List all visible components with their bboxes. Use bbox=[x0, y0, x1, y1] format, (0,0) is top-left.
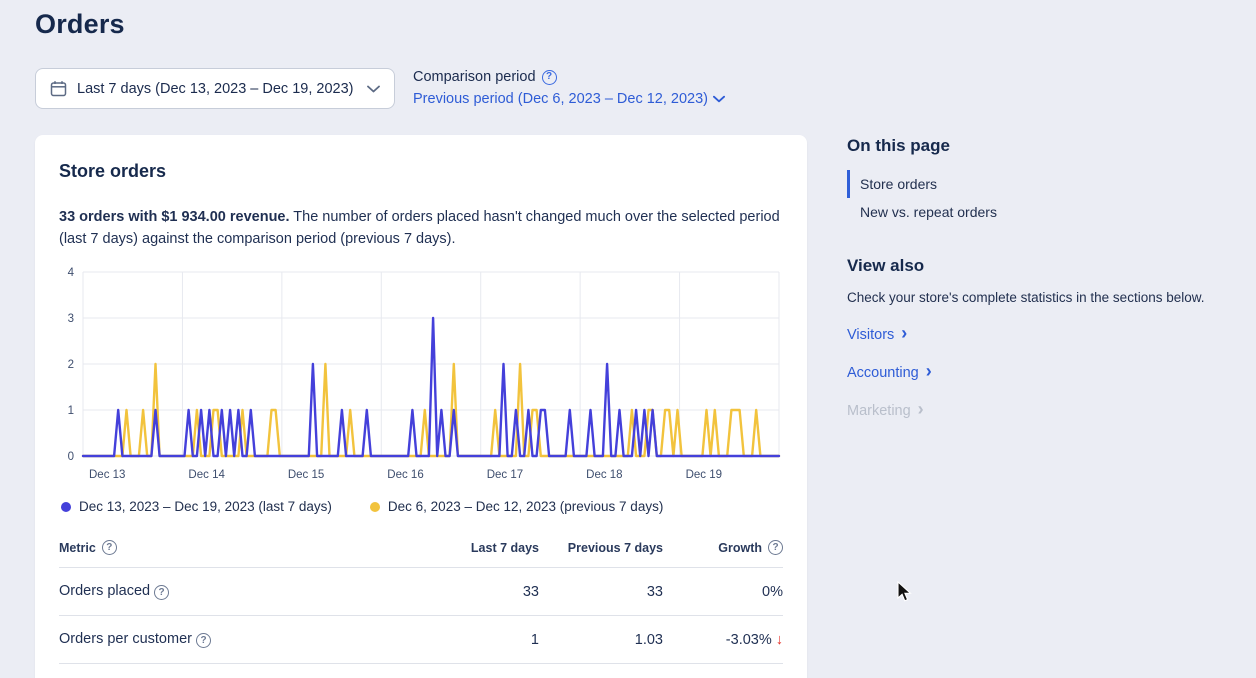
svg-text:Dec 14: Dec 14 bbox=[188, 469, 225, 481]
legend-item-previous: Dec 6, 2023 – Dec 12, 2023 (previous 7 d… bbox=[369, 499, 664, 514]
toc-item-store-orders[interactable]: Store orders bbox=[847, 170, 1227, 198]
growth-down-icon bbox=[776, 632, 783, 648]
svg-text:0: 0 bbox=[68, 451, 74, 463]
table-row-orders-per-customer: Orders per customer 1 1.03 -3.03% bbox=[59, 616, 783, 664]
comparison-help-icon[interactable] bbox=[541, 69, 557, 85]
metrics-table-header: Metric Last 7 days Previous 7 days Growt… bbox=[59, 540, 783, 568]
summary-highlight: 33 orders with $1 934.00 revenue. bbox=[59, 209, 290, 225]
table-row-orders-placed: Orders placed 33 33 0% bbox=[59, 568, 783, 616]
mouse-cursor-icon bbox=[897, 580, 913, 608]
svg-text:4: 4 bbox=[68, 267, 75, 279]
svg-text:Dec 15: Dec 15 bbox=[288, 469, 324, 481]
svg-text:Dec 16: Dec 16 bbox=[387, 469, 423, 481]
comparison-period-value: Previous period (Dec 6, 2023 – Dec 12, 2… bbox=[413, 91, 709, 107]
svg-text:Dec 18: Dec 18 bbox=[586, 469, 622, 481]
metric-label: Orders per customer bbox=[59, 630, 192, 647]
view-also-title: View also bbox=[847, 256, 925, 275]
orders-chart[interactable]: 0 1 2 3 4 Dec 13 Dec 14 Dec 15 Dec 16 Dec 17 Dec 1… bbox=[59, 264, 783, 491]
svg-text:2: 2 bbox=[68, 359, 74, 371]
header-metric: Metric bbox=[59, 540, 96, 555]
svg-text:1: 1 bbox=[68, 405, 74, 417]
store-orders-card: Store orders 33 orders with $1 934.00 re… bbox=[35, 135, 807, 678]
store-orders-title: Store orders bbox=[59, 161, 167, 181]
comparison-period-select[interactable]: Previous period (Dec 6, 2023 – Dec 12, 2… bbox=[413, 91, 726, 107]
accounting-link[interactable]: Accounting bbox=[847, 363, 1227, 382]
orders-per-customer-prev7: 1.03 bbox=[634, 631, 663, 648]
orders-placed-last7: 33 bbox=[522, 583, 539, 600]
metrics-table: Metric Last 7 days Previous 7 days Growt… bbox=[59, 540, 783, 664]
growth-help-icon[interactable] bbox=[768, 540, 783, 555]
date-range-label: Last 7 days (Dec 13, 2023 – Dec 19, 2023… bbox=[77, 80, 354, 97]
svg-text:Dec 19: Dec 19 bbox=[686, 469, 722, 481]
date-range-picker[interactable]: Last 7 days (Dec 13, 2023 – Dec 19, 2023… bbox=[35, 68, 395, 109]
chevron-down-icon bbox=[367, 85, 380, 93]
on-this-page-title: On this page bbox=[847, 136, 950, 155]
orders-placed-prev7: 33 bbox=[646, 583, 663, 600]
orders-per-customer-growth: -3.03% bbox=[725, 631, 772, 648]
chevron-down-icon bbox=[713, 95, 726, 103]
header-last-7-days: Last 7 days bbox=[470, 540, 539, 555]
legend-label-current: Dec 13, 2023 – Dec 19, 2023 (last 7 days… bbox=[79, 499, 332, 514]
visitors-link[interactable]: Visitors bbox=[847, 325, 1227, 344]
header-previous-7-days: Previous 7 days bbox=[567, 540, 663, 555]
page-title: Orders bbox=[35, 9, 125, 39]
metric-label: Orders placed bbox=[59, 582, 151, 599]
svg-text:Dec 17: Dec 17 bbox=[487, 469, 523, 481]
comparison-period-block: Comparison period Previous period (Dec 6… bbox=[413, 69, 726, 107]
page-rail: On this page Store orders New vs. repeat… bbox=[847, 136, 1227, 439]
orders-placed-help-icon[interactable] bbox=[154, 585, 170, 601]
svg-text:Dec 13: Dec 13 bbox=[89, 469, 125, 481]
comparison-period-label: Comparison period bbox=[413, 69, 536, 85]
calendar-icon bbox=[50, 80, 67, 97]
view-also-section: View also Check your store's complete st… bbox=[847, 256, 1227, 420]
metric-help-icon[interactable] bbox=[101, 540, 117, 555]
toc-item-new-vs-repeat[interactable]: New vs. repeat orders bbox=[860, 204, 997, 220]
marketing-link: Marketing bbox=[847, 401, 1227, 420]
header-growth: Growth bbox=[718, 540, 762, 555]
legend-item-current: Dec 13, 2023 – Dec 19, 2023 (last 7 days… bbox=[61, 499, 332, 514]
summary-text: The number of orders placed hasn't chang… bbox=[59, 209, 780, 247]
legend-label-previous: Dec 6, 2023 – Dec 12, 2023 (previous 7 d… bbox=[387, 499, 664, 514]
legend-dot-current bbox=[61, 501, 71, 512]
chart-legend: Dec 13, 2023 – Dec 19, 2023 (last 7 days… bbox=[59, 499, 783, 514]
svg-text:3: 3 bbox=[68, 313, 74, 325]
orders-per-customer-last7: 1 bbox=[530, 631, 539, 648]
orders-placed-growth: 0% bbox=[762, 583, 783, 600]
orders-per-customer-help-icon[interactable] bbox=[196, 633, 211, 649]
view-also-text: Check your store's complete statistics i… bbox=[847, 290, 1205, 305]
store-orders-summary: 33 orders with $1 934.00 revenue. The nu… bbox=[59, 206, 783, 250]
legend-dot-previous bbox=[369, 501, 380, 512]
